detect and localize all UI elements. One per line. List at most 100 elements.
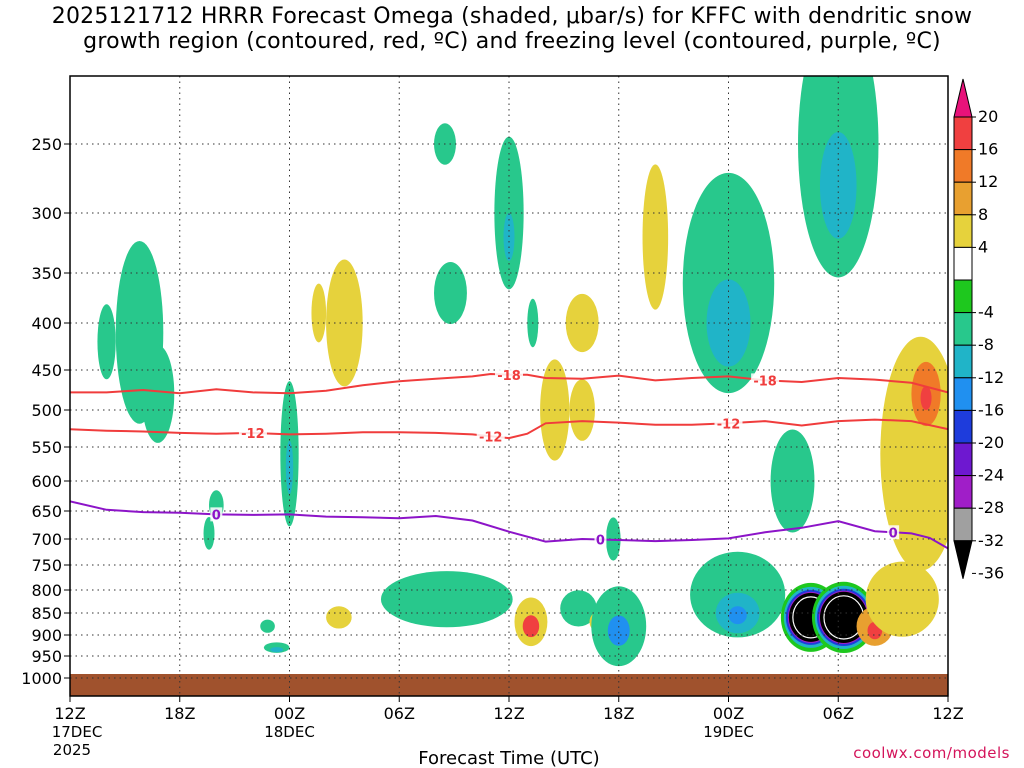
- contour-1-label-1: -12: [479, 430, 503, 445]
- omega-feature-7: [311, 283, 327, 343]
- x-tick-label-48: 12Z: [932, 704, 963, 723]
- omega-feature-3: [203, 517, 215, 550]
- colorbar-label-4: 4: [978, 237, 988, 256]
- omega-feature-16: [434, 262, 467, 324]
- chart-title-line-2: growth region (contoured, red, ºC) and f…: [83, 29, 941, 54]
- colorbar-label-9: -20: [978, 433, 1004, 452]
- omega-feature-45: [865, 561, 939, 637]
- x-tick-label-18: 06Z: [384, 704, 415, 723]
- colorbar-bottom-arrow: [953, 540, 973, 579]
- contour-2: [70, 500, 948, 550]
- colorbar-band-7: [953, 344, 973, 379]
- contour-0-label-0: -18: [497, 369, 521, 384]
- omega-feature-31: [706, 279, 751, 367]
- contour-labels: -18 -18 -12 -12 -12 0 0 0: [210, 367, 900, 549]
- credit-text: coolwx.com/models: [853, 744, 1010, 762]
- x-tick-label-36: 00Z: [713, 704, 744, 723]
- colorbar-band-4: [953, 246, 973, 281]
- omega-feature-39: [819, 591, 868, 644]
- chart-title-line-1: 2025121712 HRRR Forecast Omega (shaded, …: [51, 4, 973, 29]
- omega-feature-8: [326, 259, 363, 387]
- x-tick-label-24: 12Z: [493, 704, 524, 723]
- omega-feature-0: [97, 304, 116, 380]
- x-tick-year-0: 2025: [53, 741, 91, 759]
- y-tick-label-1000: 1000: [21, 669, 62, 688]
- colorbar-band-11: [953, 475, 973, 509]
- y-tick-label-650: 650: [31, 502, 62, 521]
- y-tick-label-550: 550: [31, 438, 62, 457]
- chart-title: 2025121712 HRRR Forecast Omega (shaded, …: [0, 4, 1024, 54]
- colorbar-band-8: [953, 377, 973, 411]
- contour-1-label-2: -12: [717, 417, 741, 432]
- y-tick-label-850: 850: [31, 604, 62, 623]
- y-tick-label-700: 700: [31, 530, 62, 549]
- y-tick-label-400: 400: [31, 314, 62, 333]
- y-tick-label-750: 750: [31, 556, 62, 575]
- omega-feature-37: [770, 429, 815, 533]
- contour-1-label-bg-1: [476, 429, 505, 444]
- contour-2-label-bg-0: [210, 507, 223, 522]
- colorbar-label-10: -24: [978, 466, 1004, 485]
- contour-1-label-bg-2: [714, 416, 743, 431]
- ground-surface: [70, 674, 948, 696]
- omega-feature-44: [920, 386, 932, 410]
- contour-1: [70, 418, 948, 440]
- colorbar: 20 16 12 8 4 -4 -8 -12 -16 -20 -24 -28 -32 -36: [953, 78, 1004, 582]
- colorbar-band-10: [953, 442, 973, 477]
- x-tick-label-0: 12Z: [54, 704, 85, 723]
- x-tick-label-30: 18Z: [603, 704, 634, 723]
- y-tick-label-500: 500: [31, 401, 62, 420]
- colorbar-label-12: -32: [978, 531, 1004, 550]
- omega-feature-23: [522, 615, 540, 638]
- contour-1-label-0: -12: [241, 427, 265, 442]
- y-tick-label-250: 250: [31, 135, 62, 154]
- y-tick-label-900: 900: [31, 626, 62, 645]
- colorbar-label-6: -8: [978, 335, 994, 354]
- omega-feature-12: [326, 606, 352, 629]
- colorbar-band-5: [953, 279, 973, 314]
- y-tick-label-300: 300: [31, 204, 62, 223]
- contour-0-label-bg-0: [495, 367, 523, 382]
- y-tick-label-450: 450: [31, 361, 62, 380]
- contour-2-label-1: 0: [596, 534, 605, 549]
- omega-feature-27: [607, 615, 630, 646]
- colorbar-label-11: -28: [978, 498, 1004, 517]
- contour-2-label-bg-1: [594, 532, 607, 547]
- colorbar-label-2: 12: [978, 172, 998, 191]
- colorbar-label-0: 20: [978, 107, 998, 126]
- y-tick-label-800: 800: [31, 581, 62, 600]
- x-tick-date-0: 17DEC: [52, 723, 103, 741]
- colorbar-band-2: [953, 181, 973, 216]
- grid-lines: [70, 76, 948, 696]
- colorbar-label-13: -36: [978, 563, 1004, 582]
- contour-2-label-2: 0: [889, 526, 898, 541]
- colorbar-label-5: -4: [978, 303, 994, 322]
- contour-2-label-0: 0: [212, 508, 221, 523]
- contour-0-label-bg-1: [751, 373, 780, 388]
- ground-fill: [70, 674, 948, 696]
- omega-feature-34: [728, 606, 747, 625]
- x-tick-label-12: 00Z: [274, 704, 305, 723]
- x-tick-date-12: 18DEC: [264, 723, 315, 741]
- omega-feature-29: [642, 164, 669, 310]
- colorbar-band-9: [953, 409, 973, 444]
- omega-feature-21: [380, 571, 513, 628]
- colorbar-band-6: [953, 312, 973, 346]
- colorbar-label-3: 8: [978, 205, 988, 224]
- omega-shading: [97, 76, 948, 667]
- x-tick-date-36: 19DEC: [703, 723, 754, 741]
- colorbar-band-0: [953, 116, 973, 151]
- colorbar-label-8: -16: [978, 400, 1004, 419]
- y-tick-label-600: 600: [31, 472, 62, 491]
- omega-feature-2: [141, 345, 175, 443]
- omega-feature-11: [260, 619, 275, 633]
- y-axis: 250 300 350 400 450 500 550 600 650 700 750 800 850 9…: [21, 135, 70, 688]
- contour-1-label-bg-0: [238, 425, 267, 440]
- colorbar-label-1: 16: [978, 140, 998, 159]
- colorbar-band-12: [953, 507, 973, 542]
- omega-feature-10: [270, 647, 284, 653]
- colorbar-label-7: -12: [978, 368, 1004, 387]
- colorbar-band-3: [953, 214, 973, 248]
- omega-feature-36: [819, 132, 857, 239]
